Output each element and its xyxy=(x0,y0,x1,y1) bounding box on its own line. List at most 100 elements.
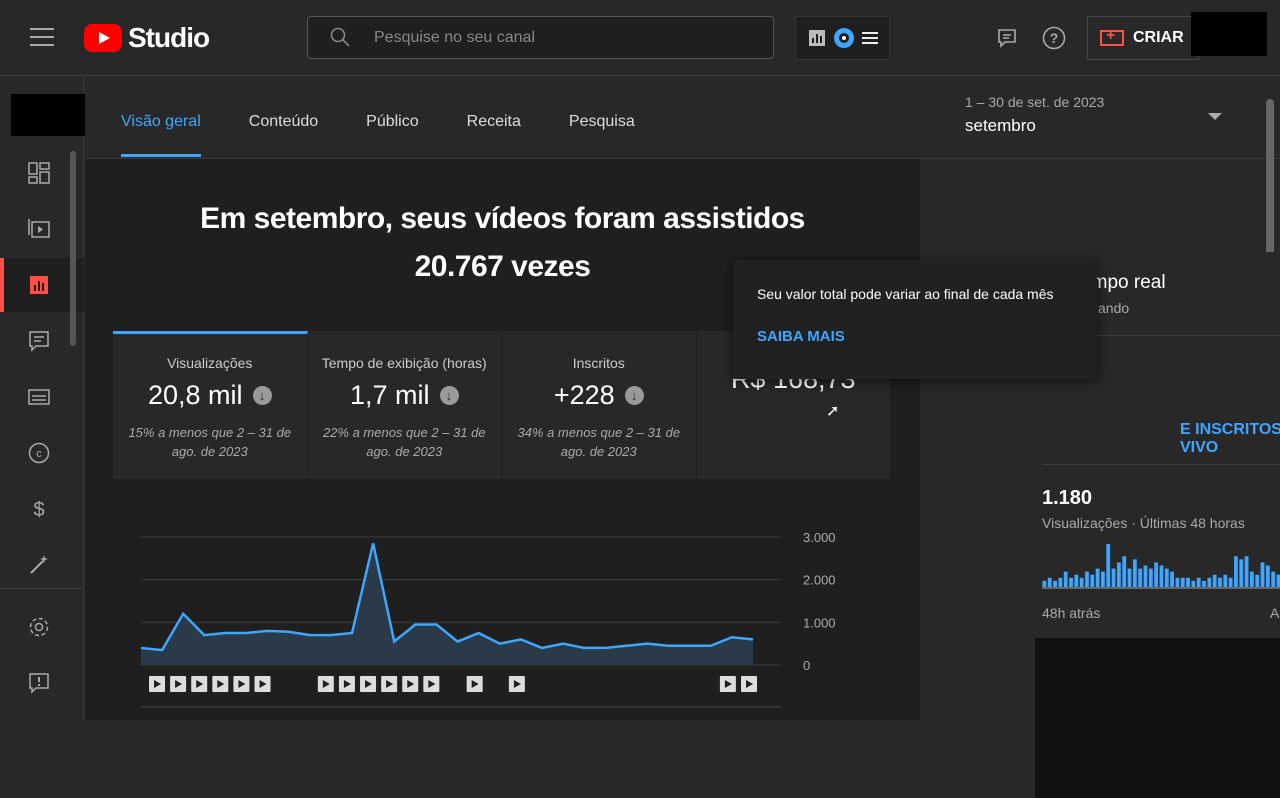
metric-value: 20,8 mil xyxy=(148,380,243,411)
spark-bar xyxy=(1117,562,1121,587)
realtime-count-label: Visualizações · Últimas 48 horas xyxy=(1042,515,1245,531)
video-marker-icon[interactable] xyxy=(720,676,736,692)
spark-bar xyxy=(1213,575,1217,587)
caret-down-icon[interactable] xyxy=(1208,113,1222,120)
video-marker-icon[interactable] xyxy=(509,676,525,692)
tab-content[interactable]: Conteúdo xyxy=(249,113,318,157)
video-marker-icon[interactable] xyxy=(381,676,397,692)
spark-bar xyxy=(1245,556,1249,587)
spark-bar xyxy=(1048,578,1052,587)
spark-bar xyxy=(1255,575,1259,587)
video-marker-icon[interactable] xyxy=(467,676,483,692)
learn-more-link[interactable]: SAIBA MAIS xyxy=(757,328,1073,345)
period-selector[interactable]: 1 – 30 de set. de 2023 setembro xyxy=(965,94,1104,136)
sidebar-item-send-feedback[interactable] xyxy=(0,656,84,710)
sidebar-scrollbar[interactable] xyxy=(70,151,76,346)
spark-bar xyxy=(1160,566,1164,588)
feedback-icon[interactable] xyxy=(991,22,1023,54)
help-icon[interactable]: ? xyxy=(1038,22,1070,54)
spark-bar xyxy=(1239,559,1243,587)
subtitles-icon xyxy=(27,385,51,409)
spark-bar xyxy=(1218,578,1222,587)
metric-card-watch-time[interactable]: Tempo de exibição (horas) 1,7 mil↓ 22% a… xyxy=(308,331,503,479)
tab-research[interactable]: Pesquisa xyxy=(569,113,635,157)
video-marker-icon[interactable] xyxy=(402,676,418,692)
metric-label: Inscritos xyxy=(502,355,696,371)
search-input[interactable] xyxy=(374,17,754,58)
metric-value-row: 20,8 mil ↓ xyxy=(113,380,307,411)
video-marker-icon[interactable] xyxy=(423,676,439,692)
extension-icon[interactable] xyxy=(833,27,855,49)
tab-revenue[interactable]: Receita xyxy=(467,113,521,157)
tooltip-message: Seu valor total pode variar ao final de … xyxy=(757,286,1073,302)
tab-overview[interactable]: Visão geral xyxy=(121,113,201,157)
chart-line xyxy=(141,543,753,650)
analytics-ext-icon[interactable] xyxy=(808,29,826,47)
sidebar-divider xyxy=(0,588,84,589)
spark-bar xyxy=(1176,578,1180,587)
metric-note: 22% a menos que 2 – 31 de ago. de 2023 xyxy=(308,423,502,461)
svg-text:$: $ xyxy=(33,499,44,521)
sidebar-item-settings[interactable] xyxy=(0,600,84,654)
period-name: setembro xyxy=(965,116,1104,136)
create-button[interactable]: CRIAR xyxy=(1087,16,1199,60)
list-icon[interactable] xyxy=(862,31,878,45)
video-marker-icon[interactable] xyxy=(191,676,207,692)
chart-y-tick: 2.000 xyxy=(803,573,836,588)
video-marker-icon[interactable] xyxy=(339,676,355,692)
video-marker-icon[interactable] xyxy=(318,676,334,692)
spark-bar xyxy=(1043,581,1047,587)
metric-card-views[interactable]: Visualizações 20,8 mil↓ 15% a menos que … xyxy=(113,331,308,479)
realtime-sparkline[interactable] xyxy=(1042,542,1280,597)
spark-bar xyxy=(1144,566,1148,588)
realtime-video-thumbnail[interactable] xyxy=(1035,638,1280,798)
account-avatar[interactable] xyxy=(1191,12,1267,56)
video-marker-icon[interactable] xyxy=(149,676,165,692)
spark-bar xyxy=(1229,578,1233,587)
sidebar-item-customization[interactable] xyxy=(0,538,84,592)
metric-value: 1,7 mil xyxy=(350,380,430,411)
video-marker-icon[interactable] xyxy=(212,676,228,692)
spark-bar xyxy=(1064,572,1068,587)
sidebar-item-subtitles[interactable] xyxy=(0,370,84,424)
arrow-down-icon: ↓ xyxy=(625,386,644,405)
video-marker-icon[interactable] xyxy=(233,676,249,692)
studio-logo[interactable]: Studio xyxy=(84,22,209,54)
realtime-count: 1.180 xyxy=(1042,487,1092,510)
spark-bar xyxy=(1277,575,1280,587)
realtime-divider xyxy=(1042,464,1280,465)
spark-bar xyxy=(1053,581,1057,587)
channel-avatar[interactable] xyxy=(11,94,87,136)
arrow-down-icon: ↓ xyxy=(253,386,272,405)
copyright-icon: c xyxy=(27,441,51,465)
spark-bar xyxy=(1080,578,1084,587)
sidebar-item-copyright[interactable]: c xyxy=(0,426,84,480)
chart-y-tick: 3.000 xyxy=(803,530,836,545)
video-marker-icon[interactable] xyxy=(170,676,186,692)
metric-card-subscribers[interactable]: Inscritos +228↓ 34% a menos que 2 – 31 d… xyxy=(502,331,697,479)
video-marker-icon[interactable] xyxy=(255,676,271,692)
sidebar: c $ xyxy=(0,76,84,720)
video-marker-icon[interactable] xyxy=(360,676,376,692)
main-scrollbar[interactable] xyxy=(1266,99,1274,277)
video-marker-icon[interactable] xyxy=(741,676,757,692)
metric-value-row: 1,7 mil↓ xyxy=(308,380,502,411)
metric-label: Visualizações xyxy=(113,355,307,371)
app-name: Studio xyxy=(128,22,209,54)
spark-end-label: Agora xyxy=(1270,605,1280,621)
spark-bar xyxy=(1181,578,1185,587)
live-subscribers-link[interactable]: E INSCRITOS AO VIVO xyxy=(1180,421,1280,457)
create-video-icon xyxy=(1100,30,1124,46)
menu-icon[interactable] xyxy=(30,28,54,46)
spark-start-label: 48h atrás xyxy=(1042,605,1100,621)
tab-audience[interactable]: Público xyxy=(366,113,418,157)
search-box[interactable] xyxy=(307,16,774,59)
content-icon xyxy=(27,217,51,241)
period-range: 1 – 30 de set. de 2023 xyxy=(965,94,1104,110)
metric-value: +228 xyxy=(554,380,615,411)
sidebar-item-earn[interactable]: $ xyxy=(0,482,84,536)
chart-area xyxy=(141,543,753,665)
spark-bar xyxy=(1271,572,1275,587)
chart-y-tick: 1.000 xyxy=(803,615,836,630)
